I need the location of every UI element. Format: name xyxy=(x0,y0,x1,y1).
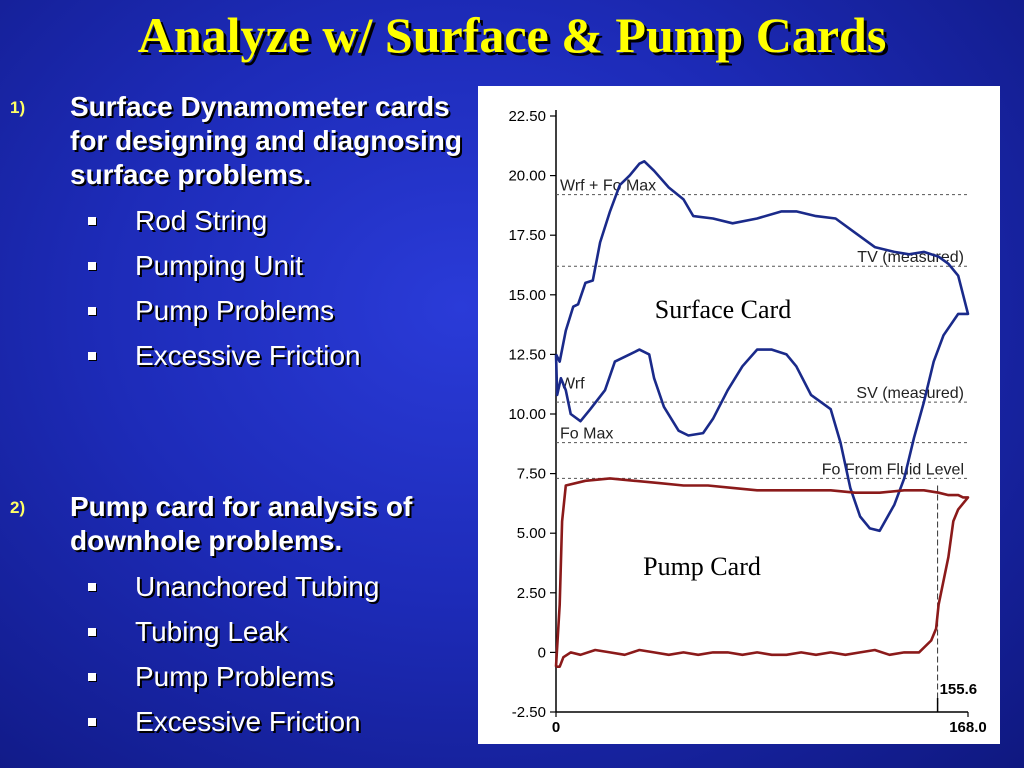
list-item-text: Excessive Friction xyxy=(135,339,361,371)
list-item-text: Pump Problems xyxy=(135,660,335,692)
y-tick-label: 15.00 xyxy=(508,287,546,304)
section-heading-1: 1) Surface Dynamometer cards for designi… xyxy=(10,90,470,192)
y-tick-label: 5.00 xyxy=(517,525,546,542)
list-item-text: Pump Problems xyxy=(135,294,335,326)
x-tick-label: 168.0 xyxy=(949,719,987,736)
pump-card-label: Pump Card xyxy=(643,552,761,581)
stroke-marker-label: 155.6 xyxy=(940,681,978,698)
square-bullet-icon xyxy=(88,351,96,360)
list-item: Tubing Leak xyxy=(10,609,470,654)
section-heading-text-1: Surface Dynamometer cards for designing … xyxy=(70,91,462,191)
y-tick-label: 2.50 xyxy=(517,585,546,602)
square-bullet-icon xyxy=(88,717,96,726)
list-item-text: Pumping Unit xyxy=(135,249,304,281)
square-bullet-icon xyxy=(88,261,96,270)
y-tick-label: -2.50 xyxy=(512,704,546,721)
list-item: Pump Problems xyxy=(10,288,470,333)
square-bullet-icon xyxy=(88,627,96,636)
section-heading-text-2: Pump card for analysis of downhole probl… xyxy=(70,491,413,557)
y-tick-label: 7.50 xyxy=(517,466,546,483)
bullet-section-2: 2) Pump card for analysis of downhole pr… xyxy=(10,490,470,744)
square-bullet-icon xyxy=(88,306,96,315)
pump-card-line xyxy=(554,477,970,669)
x-tick-label: 0 xyxy=(552,719,560,736)
section-number-1: 1) xyxy=(10,98,26,117)
list-item: Excessive Friction xyxy=(10,699,470,744)
y-tick-label: 12.50 xyxy=(508,346,546,363)
sub-bullet-list-1: Rod String Pumping Unit Pump Problems Ex… xyxy=(10,198,470,378)
list-item: Unanchored Tubing xyxy=(10,564,470,609)
dynamometer-chart: 22.50 20.00 17.50 15.00 12.50 10.00 7.50 5.00 2.… xyxy=(478,86,1000,744)
surface-card-line xyxy=(554,160,970,533)
y-tick-label: 20.00 xyxy=(508,168,546,185)
sub-bullet-list-2: Unanchored Tubing Tubing Leak Pump Probl… xyxy=(10,564,470,744)
reference-line-label: Wrf + Fo Max xyxy=(560,178,656,195)
y-tick-label: 22.50 xyxy=(508,108,546,125)
y-tick-label: 10.00 xyxy=(508,406,546,423)
list-item: Pumping Unit xyxy=(10,243,470,288)
square-bullet-icon xyxy=(88,582,96,591)
list-item-text: Rod String xyxy=(135,204,268,236)
list-item: Excessive Friction xyxy=(10,333,470,378)
list-item-text: Tubing Leak xyxy=(135,615,289,647)
list-item-text: Unanchored Tubing xyxy=(135,570,380,602)
section-number-2: 2) xyxy=(10,498,26,517)
list-item: Pump Problems xyxy=(10,654,470,699)
reference-line-label: Fo From Fluid Level xyxy=(822,461,964,478)
y-tick-label: 17.50 xyxy=(508,227,546,244)
list-item-text: Excessive Friction xyxy=(135,705,361,737)
square-bullet-icon xyxy=(88,672,96,681)
bullet-section-1: 1) Surface Dynamometer cards for designi… xyxy=(10,90,470,378)
square-bullet-icon xyxy=(88,216,96,225)
y-tick-label: 0 xyxy=(538,644,546,661)
section-heading-2: 2) Pump card for analysis of downhole pr… xyxy=(10,490,470,558)
reference-line-label: SV (measured) xyxy=(856,385,964,402)
dynamometer-chart-svg: 22.50 20.00 17.50 15.00 12.50 10.00 7.50 5.00 2.… xyxy=(508,108,987,736)
list-item: Rod String xyxy=(10,198,470,243)
reference-line-label: TV (measured) xyxy=(857,249,964,266)
slide-title: Analyze w/ Surface & Pump Cards xyxy=(137,7,887,63)
reference-line-label: Fo Max xyxy=(560,426,613,443)
surface-card-label: Surface Card xyxy=(655,295,791,324)
